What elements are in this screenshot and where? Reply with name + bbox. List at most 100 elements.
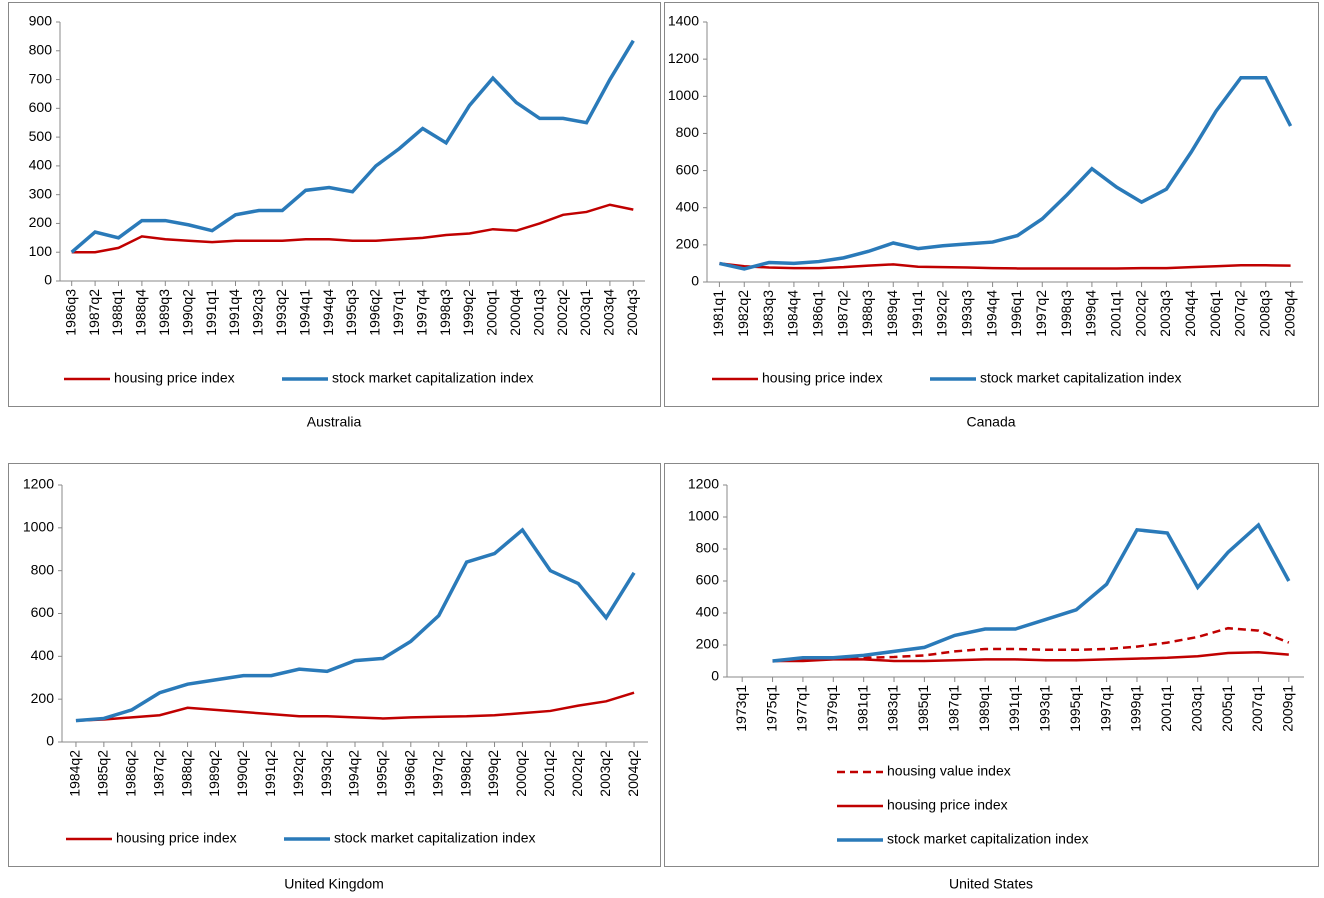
x-tick-label: 1994q4 [983,290,999,337]
x-tick-label: 1999q2 [485,750,501,797]
x-tick-label: 2004q3 [624,289,640,336]
x-tick-label: 2003q2 [597,750,613,797]
legend-label: stock market capitalization index [334,830,536,846]
x-tick-label: 2009q4 [1281,290,1297,337]
legend-label: housing value index [887,763,1011,779]
x-tick-label: 1989q4 [884,290,900,337]
chart-caption: Australia [307,414,362,430]
x-tick-label: 1999q2 [460,289,476,336]
x-tick-label: 1983q1 [885,685,901,732]
panel-frame [8,2,661,407]
y-tick-label: 0 [711,668,719,684]
x-tick-label: 1996q2 [402,750,418,797]
legend-label: stock market capitalization index [887,831,1089,847]
y-tick-label: 1200 [668,50,699,66]
legend-label: stock market capitalization index [332,370,534,386]
x-tick-label: 1986q3 [62,289,78,336]
y-tick-label: 500 [29,128,53,144]
chart-caption: United States [949,876,1033,892]
x-tick-label: 2000q1 [484,289,500,336]
chart-caption: Canada [966,414,1015,430]
x-tick-label: 1993q3 [958,290,974,337]
y-tick-label: 1200 [688,476,719,492]
x-tick-label: 1988q4 [133,289,149,336]
x-tick-label: 1985q2 [95,750,111,797]
x-tick-label: 1975q1 [763,685,779,732]
y-tick-label: 600 [29,99,53,115]
legend-label: housing price index [762,370,883,386]
x-tick-label: 2004q4 [1182,290,1198,337]
series-line [70,39,635,254]
y-tick-label: 800 [31,561,55,577]
x-tick-label: 1986q2 [122,750,138,797]
x-tick-label: 1984q4 [785,290,801,337]
y-tick-label: 400 [696,604,720,620]
x-tick-label: 1991q1 [203,289,219,336]
x-tick-label: 2003q1 [1188,685,1204,732]
x-tick-label: 2003q3 [1157,290,1173,337]
x-tick-label: 1988q2 [178,750,194,797]
x-tick-label: 1973q1 [733,685,749,732]
x-tick-label: 2004q2 [625,750,641,797]
x-tick-label: 1997q1 [390,289,406,336]
x-tick-label: 2007q2 [1232,290,1248,337]
x-tick-label: 2000q2 [513,750,529,797]
x-tick-label: 1986q1 [809,290,825,337]
legend-label: housing price index [114,370,235,386]
x-tick-label: 1990q2 [179,289,195,336]
x-tick-label: 1999q1 [1128,685,1144,732]
x-tick-label: 1983q3 [760,290,776,337]
y-tick-label: 600 [31,604,55,620]
x-tick-label: 1989q3 [156,289,172,336]
x-tick-label: 2003q4 [601,289,617,336]
x-tick-label: 1992q3 [250,289,266,336]
x-tick-label: 1996q1 [1008,290,1024,337]
x-tick-label: 2002q2 [1132,290,1148,337]
x-tick-label: 1987q2 [86,289,102,336]
y-tick-label: 800 [696,540,720,556]
y-tick-label: 800 [29,41,53,57]
y-tick-label: 1000 [668,87,699,103]
x-tick-label: 1993q2 [273,289,289,336]
chart-caption: United Kingdom [284,876,384,892]
x-tick-label: 1990q2 [234,750,250,797]
y-tick-label: 1200 [23,476,54,492]
panel-frame [664,463,1319,867]
y-tick-label: 300 [29,185,53,201]
y-tick-label: 0 [691,273,699,289]
x-tick-label: 1982q2 [735,290,751,337]
panel-frame [664,2,1319,407]
series-line [772,626,1290,663]
y-tick-label: 0 [46,733,54,749]
y-tick-label: 400 [31,647,55,663]
y-tick-label: 1000 [23,519,54,535]
x-tick-label: 1996q2 [367,289,383,336]
legend-label: stock market capitalization index [980,370,1182,386]
x-tick-label: 1991q1 [1006,685,1022,732]
x-tick-label: 2006q1 [1207,290,1223,337]
x-tick-label: 1993q1 [1037,685,1053,732]
series-line [719,262,1291,270]
x-tick-label: 2001q1 [1158,685,1174,732]
x-tick-label: 2007q1 [1249,685,1265,732]
x-tick-label: 1991q2 [262,750,278,797]
y-tick-label: 800 [676,124,700,140]
x-tick-label: 2003q1 [577,289,593,336]
x-tick-label: 1992q2 [934,290,950,337]
x-tick-label: 1984q2 [67,750,83,797]
x-tick-label: 1992q2 [290,750,306,797]
y-tick-label: 200 [696,636,720,652]
x-tick-label: 2009q1 [1280,685,1296,732]
y-tick-label: 200 [31,690,55,706]
x-tick-label: 2002q2 [554,289,570,336]
x-tick-label: 2008q3 [1256,290,1272,337]
series-line [719,75,1293,271]
x-tick-label: 1977q1 [794,685,810,732]
y-tick-label: 400 [29,157,53,173]
x-tick-label: 1988q3 [859,290,875,337]
x-tick-label: 1995q1 [1067,685,1083,732]
legend-label: housing price index [116,830,237,846]
y-tick-label: 200 [29,214,53,230]
y-tick-label: 0 [44,272,52,288]
